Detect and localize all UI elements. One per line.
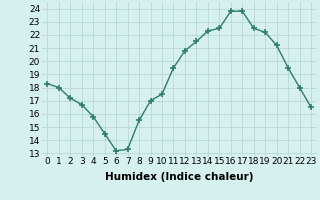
X-axis label: Humidex (Indice chaleur): Humidex (Indice chaleur) (105, 172, 253, 182)
